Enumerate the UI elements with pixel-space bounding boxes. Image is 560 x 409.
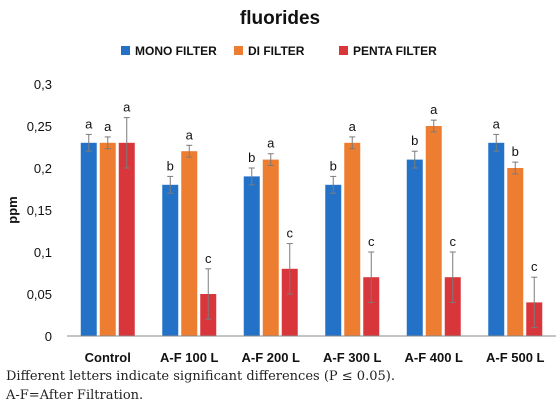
significance-letter: c [368, 234, 375, 249]
significance-letter: a [349, 119, 357, 134]
significance-letter: a [267, 136, 275, 151]
y-tick-label: 0,15 [27, 203, 52, 218]
y-tick-label: 0,05 [27, 287, 52, 302]
legend-swatch [121, 46, 130, 55]
bar [118, 142, 135, 336]
y-axis-label: ppm [5, 196, 20, 223]
bar [162, 184, 179, 336]
significance-letter: b [248, 150, 255, 165]
legend-label: DI FILTER [248, 44, 305, 58]
y-tick-label: 0 [45, 329, 52, 344]
bar [325, 184, 342, 336]
caption-significance-note: Different letters indicate significant d… [6, 369, 395, 384]
bar [99, 142, 116, 336]
significance-letter: a [104, 119, 112, 134]
bar [488, 142, 505, 336]
bar [344, 142, 361, 336]
x-tick-label: A-F 200 L [241, 350, 300, 365]
x-tick-label: A-F 500 L [486, 350, 545, 365]
y-tick-label: 0,25 [27, 119, 52, 134]
significance-letter: a [85, 116, 93, 131]
bar [425, 126, 442, 336]
bar [181, 151, 198, 336]
significance-letter: b [512, 144, 519, 159]
x-tick-label: Control [85, 350, 131, 365]
bar [444, 277, 461, 336]
legend-swatch [234, 46, 243, 55]
bar [262, 159, 279, 336]
caption-abbreviation-note: A-F=After Filtration. [6, 388, 144, 403]
y-tick-label: 0,2 [34, 161, 52, 176]
significance-letter: c [450, 234, 457, 249]
significance-letter: b [167, 158, 174, 173]
y-tick-label: 0,3 [34, 77, 52, 92]
significance-letter: b [330, 158, 337, 173]
bar [243, 176, 260, 336]
y-axis-ticks: 0 0,05 0,1 0,15 0,2 0,25 0,3 [27, 77, 52, 344]
bar [281, 268, 298, 336]
legend-label: PENTA FILTER [353, 44, 437, 58]
significance-letter: a [430, 102, 438, 117]
legend-label: MONO FILTER [135, 44, 217, 58]
significance-letter: c [205, 251, 212, 266]
chart-title: fluorides [240, 8, 320, 29]
significance-letter: b [411, 133, 418, 148]
bar [406, 159, 423, 336]
significance-letter: c [531, 259, 538, 274]
significance-letter: a [186, 127, 194, 142]
y-tick-label: 0,1 [34, 245, 52, 260]
x-axis-ticks: Control A-F 100 L A-F 200 L A-F 300 L A-F 40… [85, 350, 545, 365]
significance-letter: a [493, 116, 501, 131]
bar [507, 168, 524, 336]
x-tick-label: A-F 400 L [404, 350, 463, 365]
legend-swatch [339, 46, 348, 55]
significance-letter: a [123, 100, 131, 115]
chart-legend: MONO FILTER DI FILTER PENTA FILTER [121, 44, 437, 58]
significance-letter: c [287, 226, 294, 241]
x-tick-label: A-F 300 L [323, 350, 382, 365]
x-tick-label: A-F 100 L [160, 350, 219, 365]
bar [80, 142, 97, 336]
bar [363, 277, 380, 336]
